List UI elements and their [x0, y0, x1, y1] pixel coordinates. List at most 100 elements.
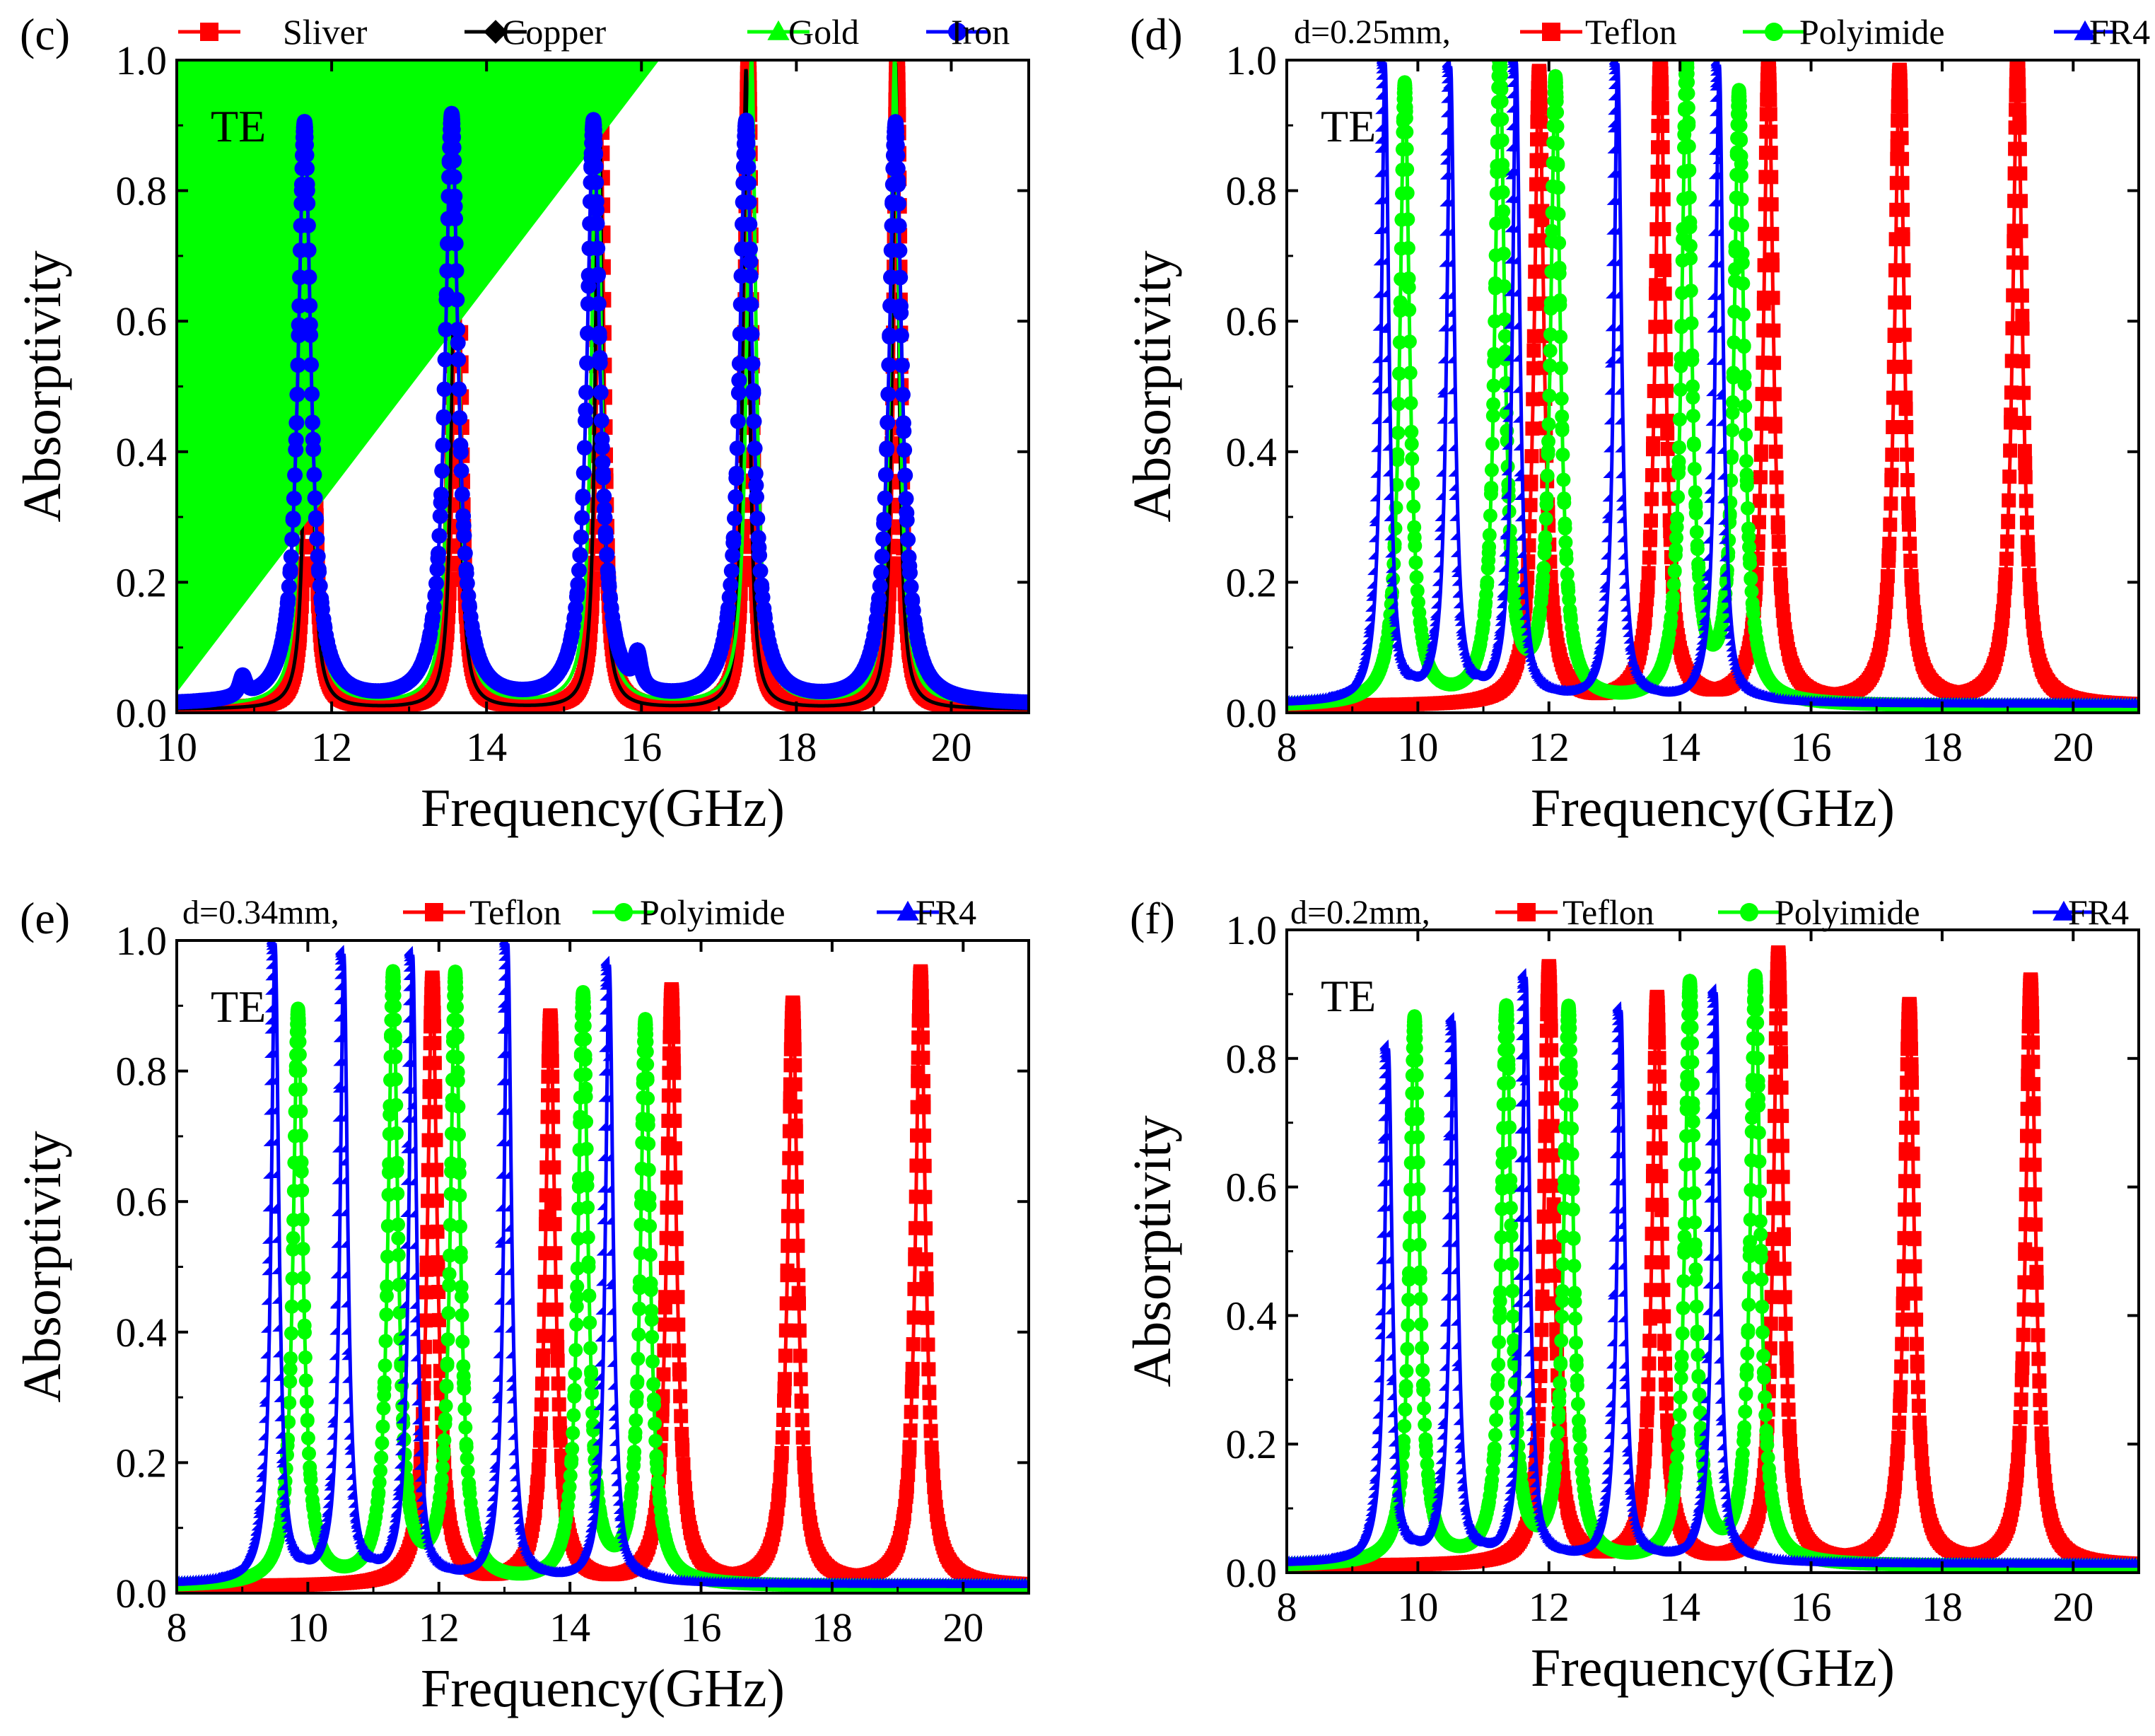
legend-swatch-marker	[1517, 903, 1536, 921]
x-tick-label: 14	[1659, 724, 1700, 770]
legend-swatch-marker	[897, 900, 919, 921]
series-markers-iron	[177, 105, 1029, 710]
series-markers-teflon	[1287, 945, 2139, 1573]
y-tick-label: 0.0	[116, 690, 168, 736]
x-tick-label: 18	[1922, 724, 1963, 770]
panel-label: (e)	[20, 893, 70, 943]
legend-swatch-marker	[1765, 23, 1783, 41]
panel-label: (f)	[1130, 893, 1175, 943]
legend-label: Teflon	[1585, 12, 1677, 52]
x-tick-label: 20	[2052, 1584, 2093, 1630]
y-tick-label: 0.0	[1226, 690, 1278, 736]
x-tick-label: 10	[287, 1604, 328, 1650]
legend-item-iron: Iron	[926, 12, 1010, 52]
polarization-label: TE	[1321, 101, 1376, 151]
y-tick-label: 0.2	[1226, 1421, 1278, 1467]
legend-prefix: d=0.2mm,	[1290, 894, 1430, 931]
y-tick-label: 1.0	[116, 37, 168, 83]
legend-label: Teflon	[469, 892, 561, 932]
x-tick-label: 12	[1529, 1584, 1570, 1630]
legend-swatch-marker	[1542, 23, 1560, 41]
legend-label: Teflon	[1563, 892, 1654, 932]
x-tick-label: 18	[1922, 1584, 1963, 1630]
y-axis-title: Absorptivity	[13, 250, 72, 522]
panel-c: 10 12 14 16 18 20 0.0 0.2 0.4 0.6 0.8 1.0 Frequency(…	[13, 9, 1030, 838]
x-axis-title: Frequency(GHz)	[1531, 779, 1895, 838]
legend-swatch-marker	[425, 903, 443, 921]
series-markers-polyimide	[177, 964, 1029, 1593]
series-fr4	[1287, 60, 2139, 708]
x-tick-label: 16	[681, 1604, 722, 1650]
panel-e: 8 10 12 14 16 18 20 0.0 0.2 0.4 0.6 0.8 1.0 Frequency…	[13, 892, 1030, 1718]
y-tick-label: 0.0	[1226, 1550, 1278, 1596]
legend-label: Polyimide	[640, 892, 786, 932]
x-axis-title: Frequency(GHz)	[421, 1659, 785, 1718]
x-tick-label: 8	[167, 1604, 187, 1650]
y-tick-label: 0.6	[116, 298, 168, 344]
legend-label: Iron	[951, 12, 1010, 52]
y-tick-label: 0.6	[1226, 298, 1278, 344]
legend-label: Copper	[502, 12, 607, 52]
legend-swatch-marker	[2074, 20, 2096, 40]
y-tick-label: 0.0	[116, 1571, 168, 1616]
series-teflon	[1287, 945, 2139, 1573]
legend-swatch-marker	[2052, 900, 2075, 921]
x-tick-label: 20	[942, 1604, 983, 1650]
panel-label: (d)	[1130, 9, 1183, 59]
legend-item-gold: Gold	[747, 12, 859, 52]
legend-item-polyimide: Polyimide	[1743, 12, 1945, 52]
series-markers-polyimide	[1287, 60, 2139, 713]
y-tick-label: 0.2	[116, 1440, 168, 1486]
series-group	[1287, 60, 2139, 713]
legend-label: FR4	[916, 892, 976, 932]
legend-swatch-marker	[948, 23, 966, 41]
legend-swatch-marker	[614, 903, 633, 921]
y-tick-label: 1.0	[116, 918, 168, 964]
legend-swatch-marker	[1740, 903, 1758, 921]
y-tick-label: 0.8	[1226, 168, 1278, 214]
legend-swatch-marker	[767, 20, 790, 40]
legend-label: Polyimide	[1799, 12, 1945, 52]
y-tick-label: 0.8	[116, 168, 168, 214]
series-fr4	[177, 940, 1029, 1588]
x-axis-title: Frequency(GHz)	[421, 779, 785, 838]
legend-label: Sliver	[283, 12, 368, 52]
legend-label: FR4	[2068, 892, 2129, 932]
y-tick-label: 0.4	[1226, 429, 1278, 475]
x-tick-label: 10	[1397, 724, 1438, 770]
y-axis-title: Absorptivity	[13, 1131, 72, 1402]
legend-item-fr4: FR4	[2033, 892, 2129, 932]
x-tick-label: 12	[311, 724, 352, 770]
series-markers-fr4	[1287, 968, 2139, 1566]
panel-f: 8 10 12 14 16 18 20 0.0 0.2 0.4 0.6 0.8 1.0 Frequency…	[1123, 892, 2140, 1698]
x-tick-label: 10	[156, 724, 197, 770]
legend-item-polyimide: Polyimide	[592, 892, 786, 932]
legend-item-fr4: FR4	[2054, 12, 2150, 52]
x-tick-label: 14	[1659, 1584, 1700, 1630]
y-tick-label: 0.2	[1226, 559, 1278, 605]
x-tick-label: 14	[549, 1604, 590, 1650]
legend-swatch-marker	[484, 20, 508, 44]
x-tick-label: 20	[2052, 724, 2093, 770]
y-tick-label: 0.4	[116, 1310, 168, 1356]
legend-item-copper: Copper	[465, 12, 607, 52]
series-markers-polyimide	[1287, 968, 2139, 1573]
series-iron	[177, 105, 1029, 710]
x-tick-label: 20	[930, 724, 971, 770]
y-tick-label: 1.0	[1226, 37, 1278, 83]
y-tick-label: 0.4	[1226, 1293, 1278, 1339]
x-tick-label: 16	[621, 724, 662, 770]
y-axis-title: Absorptivity	[1123, 250, 1182, 522]
legend-prefix: d=0.25mm,	[1294, 13, 1451, 51]
legend-label: Polyimide	[1775, 892, 1920, 932]
legend-item-fr4: FR4	[877, 892, 976, 932]
legend-item-teflon: Teflon	[403, 892, 561, 932]
legend-item-polyimide: Polyimide	[1718, 892, 1920, 932]
legend-label: Gold	[788, 12, 859, 52]
legend-item-sliver: Sliver	[178, 12, 368, 52]
y-tick-label: 0.6	[116, 1179, 168, 1225]
panel-d: 8 10 12 14 16 18 20 0.0 0.2 0.4 0.6 0.8 1.0 Frequency…	[1123, 9, 2150, 838]
legend-item-teflon: Teflon	[1520, 12, 1677, 52]
y-tick-label: 0.8	[1226, 1036, 1278, 1082]
